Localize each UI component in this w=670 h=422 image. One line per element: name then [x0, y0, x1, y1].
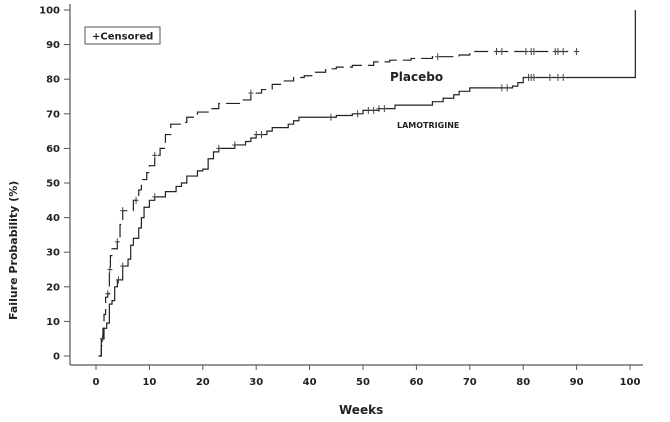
x-tick-label: 40 — [303, 377, 317, 388]
series-line-placebo — [98, 50, 577, 357]
y-tick-label: 20 — [46, 282, 60, 293]
y-tick-label: 40 — [46, 213, 60, 224]
y-tick-label: 0 — [53, 352, 60, 363]
x-tick-label: 20 — [196, 377, 210, 388]
x-tick-label: 50 — [356, 377, 370, 388]
x-axis-label: Weeks — [339, 403, 383, 417]
axes: 0 10 20 30 40 50 60 70 80 90 100 0 10 20 30 40 50 60 70 80 9… — [39, 4, 643, 388]
y-axis-label: Failure Probability (%) — [7, 181, 20, 320]
y-tick-label: 60 — [46, 144, 60, 155]
y-tick-label: 90 — [46, 40, 60, 51]
y-tick-label: 30 — [46, 248, 60, 259]
y-tick-label: 80 — [46, 75, 60, 86]
x-tick-label: 60 — [409, 377, 423, 388]
y-tick-label: 10 — [46, 317, 60, 328]
series-label-placebo: Placebo — [390, 70, 443, 84]
plot-area — [98, 10, 636, 357]
x-tick-label: 10 — [142, 377, 156, 388]
legend: +Censored — [84, 26, 161, 45]
series-line-lamotrigine — [98, 10, 636, 357]
x-tick-label: 30 — [249, 377, 263, 388]
y-tick-label: 50 — [46, 179, 60, 190]
series-label-lamotrigine: LAMOTRIGINE — [397, 121, 459, 130]
y-tick-label: 100 — [39, 6, 60, 17]
legend-text: +Censored — [92, 32, 153, 43]
x-tick-label: 80 — [516, 377, 530, 388]
x-tick-label: 0 — [93, 377, 100, 388]
x-tick-label: 90 — [570, 377, 584, 388]
y-tick-label: 70 — [46, 109, 60, 120]
x-tick-label: 100 — [620, 377, 641, 388]
x-tick-label: 70 — [463, 377, 477, 388]
legend-box — [84, 26, 161, 45]
